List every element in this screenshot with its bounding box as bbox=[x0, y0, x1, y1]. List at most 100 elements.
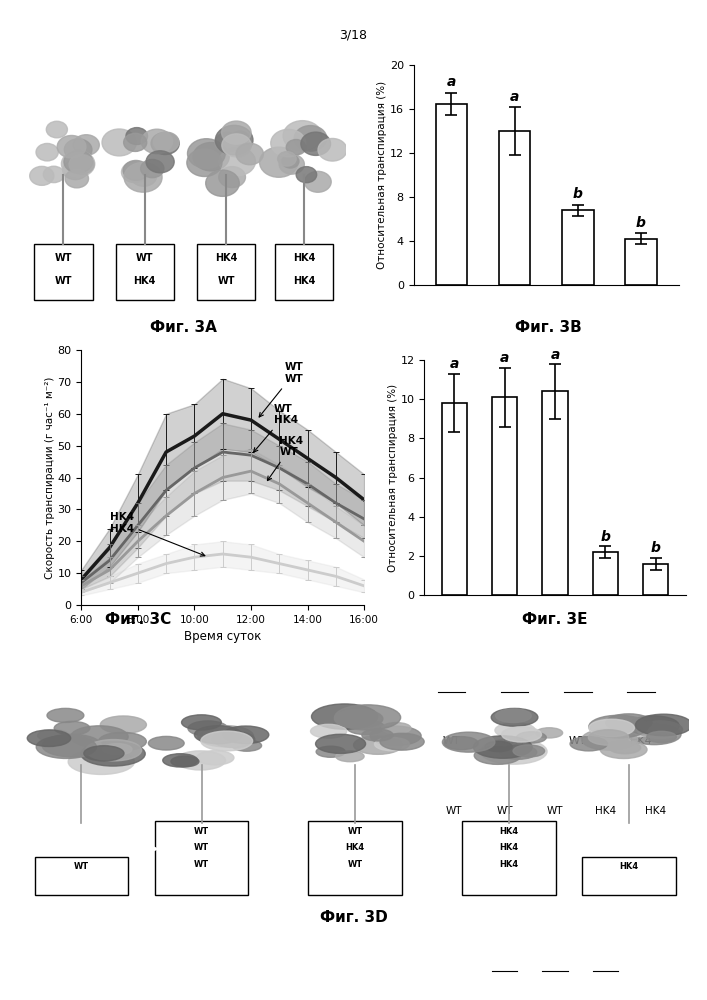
Circle shape bbox=[637, 721, 682, 738]
Text: WT: WT bbox=[569, 736, 587, 746]
Text: WT: WT bbox=[547, 806, 563, 816]
Circle shape bbox=[204, 727, 236, 739]
Circle shape bbox=[98, 732, 146, 751]
Text: b: b bbox=[650, 541, 660, 555]
Circle shape bbox=[318, 138, 347, 161]
Circle shape bbox=[188, 721, 228, 736]
Circle shape bbox=[123, 160, 148, 180]
Text: HK4: HK4 bbox=[619, 862, 638, 871]
Circle shape bbox=[37, 730, 69, 742]
Circle shape bbox=[46, 121, 67, 138]
Text: HK4: HK4 bbox=[499, 843, 518, 852]
Text: a: a bbox=[510, 90, 519, 104]
Circle shape bbox=[279, 154, 304, 174]
Circle shape bbox=[43, 166, 64, 183]
Circle shape bbox=[30, 166, 54, 185]
Circle shape bbox=[63, 160, 88, 180]
Bar bbox=[436, 104, 467, 285]
Circle shape bbox=[278, 152, 296, 166]
Text: HK4: HK4 bbox=[293, 276, 315, 286]
Circle shape bbox=[151, 132, 180, 155]
Text: Фиг. 3B: Фиг. 3B bbox=[515, 320, 581, 335]
Bar bbox=[308, 821, 402, 895]
Bar bbox=[275, 244, 334, 300]
Circle shape bbox=[153, 132, 179, 152]
Bar bbox=[155, 821, 248, 895]
Circle shape bbox=[222, 134, 251, 157]
Circle shape bbox=[296, 167, 317, 183]
Text: WT: WT bbox=[496, 806, 513, 816]
Text: WT
WT: WT WT bbox=[259, 362, 304, 417]
Circle shape bbox=[346, 720, 385, 735]
Circle shape bbox=[65, 170, 88, 188]
Circle shape bbox=[354, 736, 402, 754]
Circle shape bbox=[606, 714, 652, 732]
Circle shape bbox=[336, 751, 364, 762]
Circle shape bbox=[647, 731, 677, 743]
Circle shape bbox=[146, 151, 174, 173]
Text: WT: WT bbox=[54, 253, 72, 263]
Text: WT: WT bbox=[443, 549, 460, 559]
Circle shape bbox=[193, 143, 229, 171]
Circle shape bbox=[198, 726, 254, 747]
Circle shape bbox=[223, 726, 269, 744]
Circle shape bbox=[47, 708, 84, 722]
Circle shape bbox=[171, 756, 199, 767]
Circle shape bbox=[212, 731, 255, 748]
Text: WT
HK4: WT HK4 bbox=[254, 404, 298, 452]
Text: WT: WT bbox=[348, 860, 363, 869]
Bar bbox=[492, 397, 518, 595]
Circle shape bbox=[163, 754, 198, 767]
Text: 3/18: 3/18 bbox=[339, 28, 368, 41]
Circle shape bbox=[600, 741, 647, 759]
Text: WT: WT bbox=[194, 843, 209, 852]
Text: HK4
HK4: HK4 HK4 bbox=[110, 512, 205, 556]
Text: HK4: HK4 bbox=[645, 806, 666, 816]
Circle shape bbox=[206, 170, 239, 196]
Circle shape bbox=[141, 129, 173, 154]
Circle shape bbox=[215, 132, 240, 152]
Y-axis label: Относительная транспирация (%): Относительная транспирация (%) bbox=[377, 81, 387, 269]
Text: WT: WT bbox=[54, 276, 72, 286]
Text: HK4: HK4 bbox=[499, 827, 518, 836]
Circle shape bbox=[221, 121, 251, 144]
Circle shape bbox=[495, 723, 535, 738]
Bar bbox=[34, 244, 93, 300]
Circle shape bbox=[28, 730, 71, 746]
Circle shape bbox=[609, 717, 660, 737]
Circle shape bbox=[286, 140, 306, 155]
Circle shape bbox=[219, 147, 255, 176]
Text: b: b bbox=[600, 530, 610, 544]
Text: Фиг. 3E: Фиг. 3E bbox=[522, 612, 588, 627]
Text: a: a bbox=[550, 348, 560, 362]
Circle shape bbox=[126, 128, 148, 145]
Circle shape bbox=[175, 751, 226, 770]
Circle shape bbox=[64, 139, 92, 161]
Text: WT: WT bbox=[194, 827, 209, 836]
Circle shape bbox=[474, 746, 521, 764]
Circle shape bbox=[444, 737, 478, 750]
Text: HK4: HK4 bbox=[215, 253, 238, 263]
Bar bbox=[442, 403, 467, 595]
Circle shape bbox=[84, 746, 124, 761]
Text: WT: WT bbox=[348, 827, 363, 836]
Circle shape bbox=[81, 741, 145, 766]
Circle shape bbox=[312, 704, 378, 729]
Text: HK4: HK4 bbox=[499, 860, 518, 869]
Circle shape bbox=[201, 731, 252, 751]
Text: b: b bbox=[636, 216, 645, 230]
Circle shape bbox=[517, 732, 547, 743]
Circle shape bbox=[86, 740, 141, 761]
Text: WT: WT bbox=[446, 806, 462, 816]
Circle shape bbox=[36, 143, 58, 161]
Circle shape bbox=[194, 726, 242, 744]
Circle shape bbox=[231, 131, 249, 145]
Circle shape bbox=[513, 745, 544, 757]
Circle shape bbox=[73, 135, 99, 155]
Bar bbox=[197, 244, 255, 300]
Circle shape bbox=[62, 151, 95, 177]
Circle shape bbox=[301, 132, 331, 155]
Circle shape bbox=[570, 737, 607, 751]
Text: a: a bbox=[500, 351, 509, 365]
Circle shape bbox=[68, 749, 134, 774]
